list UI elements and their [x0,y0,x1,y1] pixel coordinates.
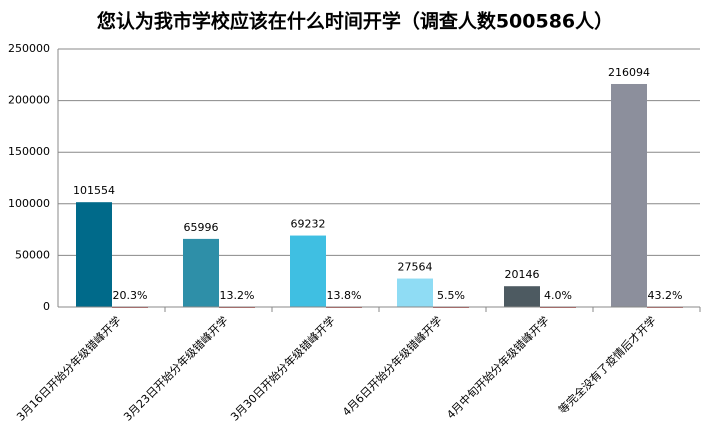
x-tick-label: 等完全没有了疫情后才开学 [556,313,659,416]
y-tick-label: 100000 [8,197,50,210]
value-label: 216094 [608,66,650,79]
value-label: 13.2% [220,289,255,302]
x-tick-label: 3月23日开始分年级错峰开学 [120,313,230,423]
bar [76,202,112,307]
value-label: 20146 [505,268,540,281]
bar [397,278,433,307]
bar [183,238,219,307]
y-tick-label: 250000 [8,42,50,55]
x-tick-label: 4月6日开始分年级错峰开学 [339,313,444,418]
value-label: 27564 [398,261,433,274]
value-label: 13.8% [327,289,362,302]
x-tick-label: 4月中旬开始分年级错峰开学 [444,313,552,421]
value-label: 20.3% [113,289,148,302]
value-label: 43.2% [648,289,683,302]
bar [611,83,647,307]
x-tick-label: 3月30日开始分年级错峰开学 [227,313,337,423]
value-label: 4.0% [544,289,572,302]
bar [504,286,540,307]
chart-title: 您认为我市学校应该在什么时间开学（调查人数500586人） [97,10,613,33]
bar [290,235,326,307]
value-label: 69232 [291,218,326,231]
value-label: 5.5% [437,289,465,302]
y-tick-label: 50000 [15,248,50,261]
y-tick-label: 0 [43,300,50,313]
x-tick-label: 3月16日开始分年级错峰开学 [13,313,123,423]
y-tick-label: 150000 [8,145,50,158]
value-label: 65996 [184,221,219,234]
y-tick-label: 200000 [8,94,50,107]
value-label: 101554 [73,184,115,197]
